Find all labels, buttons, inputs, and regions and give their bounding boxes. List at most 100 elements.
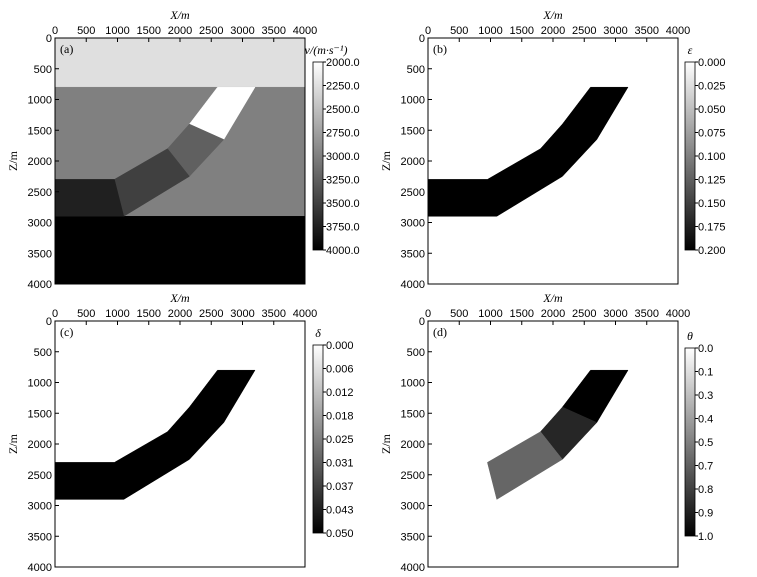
colorbar-tick-label: 0.175 (698, 222, 726, 234)
y-tick-label: 3000 (401, 218, 425, 230)
y-axis-title: Z/m (379, 433, 393, 454)
colorbar-tick-label: 0.5 (698, 437, 713, 449)
y-tick-label: 4000 (28, 279, 52, 291)
x-tick-label: 2000 (168, 25, 192, 37)
y-tick-label: 1000 (401, 378, 425, 390)
x-tick-label: 500 (450, 308, 468, 320)
colorbar-tick-label: 0.043 (326, 505, 354, 517)
colorbar-tick-label: 2000.0 (326, 57, 360, 69)
panel-label: (c) (60, 325, 73, 339)
x-tick-label: 3000 (603, 308, 627, 320)
colorbar-tick-label: 0.7 (698, 461, 713, 473)
y-tick-label: 4000 (401, 562, 425, 574)
y-axis-title: Z/m (6, 433, 20, 454)
y-tick-label: 1500 (28, 125, 52, 137)
region-top-layer (54, 37, 306, 88)
y-tick-label: 2500 (28, 470, 52, 482)
region-bottom-layer (54, 216, 306, 285)
colorbar-tick-label: 0.1 (698, 367, 713, 379)
colorbar-tick-label: 0.050 (326, 528, 354, 540)
colorbar-tick-label: 4000.0 (326, 245, 360, 257)
panel-2: 0 500 1000 1500 2000 2500 3000 3500 4000 0 500 1000… (379, 8, 726, 291)
colorbar-tick-label: 0.000 (698, 57, 726, 69)
y-tick-label: 3500 (28, 248, 52, 260)
panel-4: 0 500 1000 1500 2000 2500 3000 3500 4000 0 500 1000… (379, 291, 713, 574)
x-tick-label: 1500 (510, 308, 534, 320)
y-tick-label: 1000 (28, 95, 52, 107)
x-tick-label: 2000 (541, 308, 565, 320)
x-axis-title: X/m (542, 291, 563, 305)
y-tick-label: 0 (46, 33, 52, 45)
x-tick-label: 0 (425, 25, 431, 37)
y-tick-label: 3500 (401, 248, 425, 260)
panel-1: 0 500 1000 1500 2000 2500 3000 3500 4000 0 500 1000… (6, 8, 360, 291)
x-tick-label: 3000 (230, 308, 254, 320)
y-tick-label: 2000 (28, 439, 52, 451)
colorbar-tick-label: 0.037 (326, 481, 354, 493)
y-tick-label: 2500 (401, 187, 425, 199)
y-tick-label: 500 (34, 64, 52, 76)
panel-3: 0 500 1000 1500 2000 2500 3000 3500 4000 0 500 1000… (6, 291, 354, 574)
y-tick-label: 3000 (28, 501, 52, 513)
x-tick-label: 4000 (293, 25, 317, 37)
colorbar-title: θ (687, 329, 693, 343)
x-tick-label: 4000 (666, 25, 690, 37)
colorbar-tick-label: 2250.0 (326, 81, 360, 93)
x-tick-label: 0 (52, 25, 58, 37)
y-tick-label: 2000 (28, 156, 52, 168)
x-tick-label: 3500 (635, 25, 659, 37)
x-tick-label: 4000 (666, 308, 690, 320)
colorbar-tick-label: 2500.0 (326, 104, 360, 116)
x-tick-label: 2000 (541, 25, 565, 37)
y-tick-label: 3000 (28, 218, 52, 230)
y-tick-label: 0 (419, 316, 425, 328)
colorbar (684, 61, 696, 251)
x-tick-label: 2500 (199, 308, 223, 320)
x-tick-label: 1000 (478, 308, 502, 320)
colorbar-tick-label: 0.031 (326, 458, 354, 470)
y-axis-title: Z/m (379, 150, 393, 171)
colorbar-tick-label: 0.4 (698, 414, 713, 426)
panel-label: (b) (433, 42, 447, 56)
y-tick-label: 2000 (401, 439, 425, 451)
y-tick-label: 500 (34, 347, 52, 359)
y-tick-label: 500 (407, 64, 425, 76)
colorbar-title: v/(m·s⁻¹) (305, 43, 348, 57)
x-tick-label: 2500 (572, 308, 596, 320)
colorbar-tick-label: 0.018 (326, 411, 354, 423)
y-tick-label: 1000 (401, 95, 425, 107)
x-tick-label: 1500 (510, 25, 534, 37)
colorbar (684, 347, 696, 537)
y-tick-label: 1500 (401, 125, 425, 137)
colorbar (312, 344, 324, 534)
y-tick-label: 1000 (28, 378, 52, 390)
colorbar-tick-label: 0.150 (698, 198, 726, 210)
colorbar-title: δ (315, 326, 321, 340)
x-tick-label: 500 (77, 308, 95, 320)
panel-label: (a) (60, 42, 73, 56)
y-tick-label: 3000 (401, 501, 425, 513)
x-tick-label: 2000 (168, 308, 192, 320)
colorbar-tick-label: 0.000 (326, 340, 354, 352)
y-tick-label: 2500 (401, 470, 425, 482)
y-tick-label: 0 (46, 316, 52, 328)
colorbar-tick-label: 0.075 (698, 128, 726, 140)
x-axis-title: X/m (169, 291, 190, 305)
x-tick-label: 3500 (262, 308, 286, 320)
y-tick-label: 3500 (401, 531, 425, 543)
colorbar-tick-label: 3000.0 (326, 151, 360, 163)
x-tick-label: 0 (52, 308, 58, 320)
colorbar-tick-label: 0.050 (698, 104, 726, 116)
x-tick-label: 1500 (137, 308, 161, 320)
colorbar-tick-label: 3250.0 (326, 175, 360, 187)
colorbar-tick-label: 3500.0 (326, 198, 360, 210)
x-tick-label: 4000 (293, 308, 317, 320)
colorbar-tick-label: 3750.0 (326, 222, 360, 234)
x-tick-label: 1000 (478, 25, 502, 37)
panel-label: (d) (433, 325, 447, 339)
colorbar-tick-label: 0.3 (698, 390, 713, 402)
colorbar-tick-label: 0.012 (326, 387, 354, 399)
colorbar-tick-label: 0.0 (698, 343, 713, 355)
colorbar (312, 61, 324, 251)
